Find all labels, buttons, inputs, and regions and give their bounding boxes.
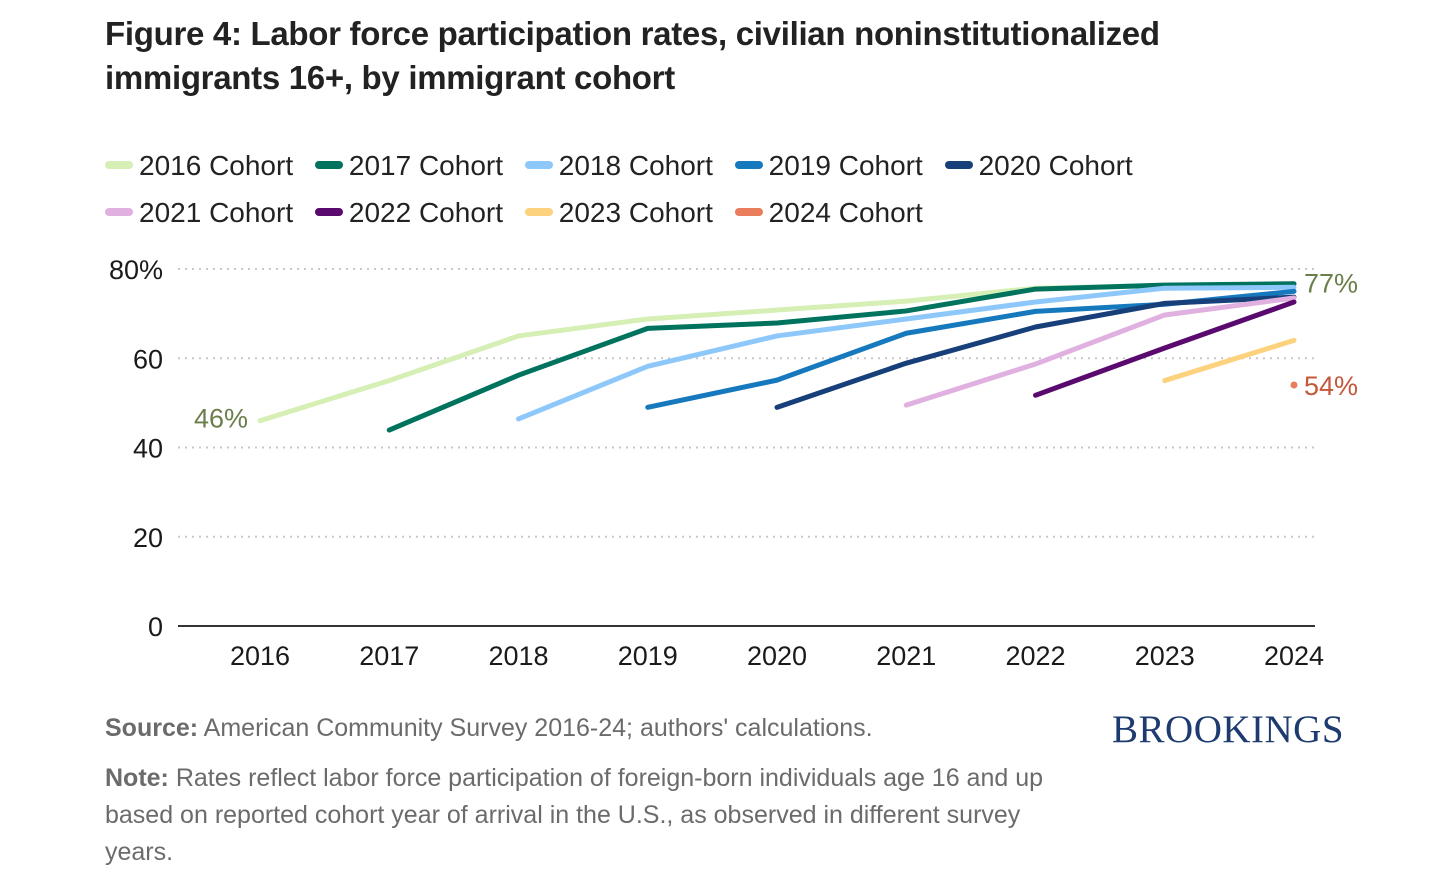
series-line: [774, 294, 1297, 410]
x-tick-label: 2019: [618, 641, 678, 671]
legend-swatch: [734, 160, 763, 169]
x-tick-label: 2021: [876, 641, 936, 671]
legend-label: 2016 Cohort: [139, 150, 294, 181]
x-tick-label: 2023: [1135, 641, 1195, 671]
y-tick-label: 60: [133, 344, 163, 374]
legend-swatch: [105, 160, 133, 169]
y-tick-label: 80%: [109, 255, 163, 285]
legend-swatch: [524, 207, 553, 216]
series-line: [1033, 299, 1297, 398]
legend-item: 2018 Cohort: [524, 150, 713, 181]
legend-label: 2018 Cohort: [558, 150, 713, 181]
legend-swatch: [944, 160, 973, 169]
x-tick-label: 2017: [359, 641, 419, 671]
legend-label: 2017 Cohort: [348, 150, 503, 181]
x-tick-label: 2016: [230, 641, 290, 671]
data-label: 54%: [1304, 371, 1358, 401]
legend-label: 2023 Cohort: [558, 197, 713, 228]
legend-item: 2016 Cohort: [105, 150, 293, 181]
brookings-logo: BROOKINGS: [1112, 708, 1345, 751]
legend-item: 2017 Cohort: [314, 150, 503, 181]
x-tick-label: 2020: [747, 641, 807, 671]
series-line: [903, 295, 1297, 408]
data-label: 46%: [194, 404, 248, 434]
legend: 2016 Cohort 2017 Cohort 2018 Cohort 2019…: [105, 142, 1185, 236]
legend-swatch: [524, 160, 553, 169]
series-line: [386, 281, 1297, 433]
chart-title: Figure 4: Labor force participation rate…: [105, 15, 1160, 96]
x-tick-label: 2018: [488, 641, 548, 671]
legend-item: 2019 Cohort: [734, 150, 923, 181]
legend-label: 2022 Cohort: [348, 197, 503, 228]
source-text: Source: American Community Survey 2016-2…: [105, 714, 873, 743]
legend-swatch: [314, 207, 343, 216]
legend-label: 2020 Cohort: [978, 150, 1133, 181]
legend-label: 2024 Cohort: [768, 197, 923, 228]
legend-item: 2022 Cohort: [314, 197, 503, 228]
legend-item: 2023 Cohort: [524, 197, 713, 228]
legend-item: 2020 Cohort: [944, 150, 1133, 181]
y-tick-label: 0: [148, 612, 163, 642]
legend-swatch: [105, 207, 133, 216]
x-tick-label: 2024: [1264, 641, 1324, 671]
note-label: Note:: [105, 764, 169, 792]
source-body: American Community Survey 2016-24; autho…: [198, 714, 873, 742]
note-text: Note: Rates reflect labor force particip…: [105, 760, 1065, 871]
legend-swatch: [314, 160, 343, 169]
legend-label: 2019 Cohort: [768, 150, 923, 181]
series-line: [516, 284, 1297, 422]
note-body: Rates reflect labor force participation …: [105, 764, 1044, 866]
series-line: [1162, 337, 1297, 384]
series-point: [1290, 381, 1298, 389]
y-tick-label: 40: [133, 434, 163, 464]
data-label: 77%: [1304, 268, 1358, 298]
legend-swatch: [734, 207, 763, 216]
legend-item: 2024 Cohort: [734, 197, 923, 228]
x-tick-label: 2022: [1005, 641, 1065, 671]
legend-label: 2021 Cohort: [139, 197, 294, 228]
legend-item: 2021 Cohort: [105, 197, 293, 228]
y-tick-label: 20: [133, 523, 163, 553]
source-label: Source:: [105, 714, 199, 742]
